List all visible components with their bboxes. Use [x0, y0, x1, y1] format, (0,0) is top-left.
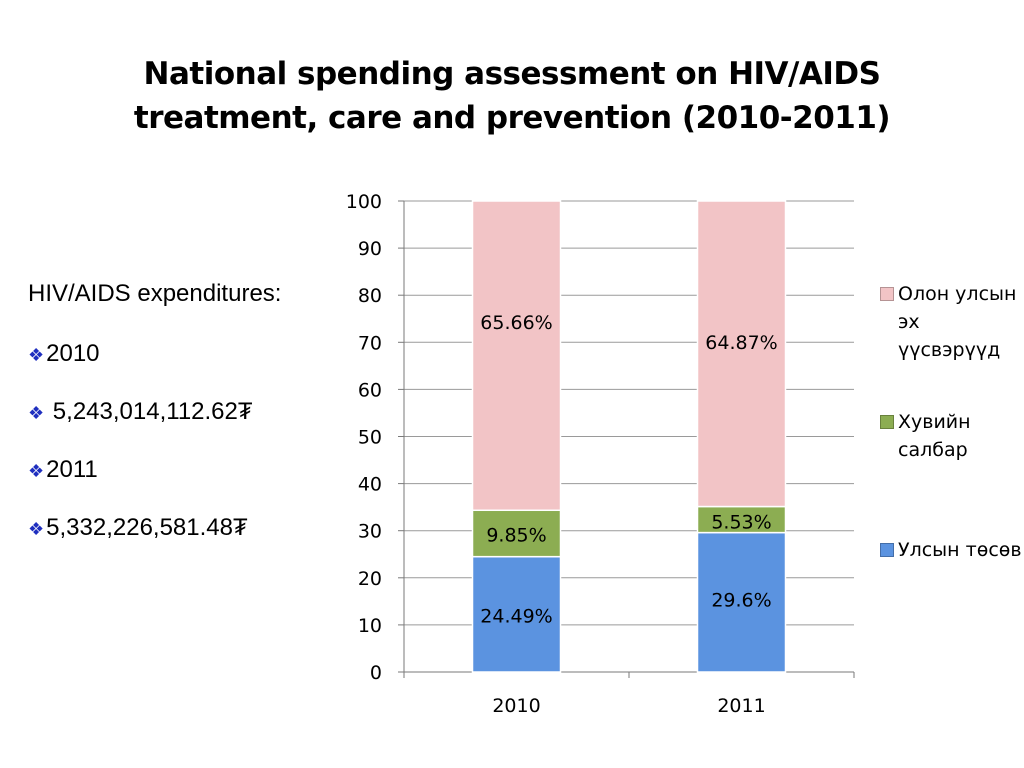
diamond-bullet-icon: ❖ — [28, 519, 45, 539]
y-tick-label: 50 — [358, 427, 382, 449]
bullet-item: ❖2010 — [28, 340, 100, 368]
page-title: National spending assessment on HIV/AIDS… — [0, 52, 1024, 140]
data-label: 9.85% — [486, 524, 546, 546]
bullet-text: 5,243,014,112.62₮ — [46, 398, 253, 425]
y-tick-label: 20 — [358, 568, 382, 590]
y-tick-label: 80 — [358, 285, 382, 307]
bar-segment — [471, 200, 562, 512]
data-label: 5.53% — [711, 512, 771, 534]
x-tick-label: 2011 — [717, 695, 765, 717]
data-label: 29.6% — [711, 590, 771, 612]
y-tick-label: 60 — [358, 379, 382, 401]
data-label: 64.87% — [705, 332, 777, 354]
diamond-bullet-icon: ❖ — [28, 403, 45, 423]
y-tick-label: 30 — [358, 521, 382, 543]
legend-swatch-international — [880, 287, 894, 301]
expenditures-heading: HIV/AIDS expenditures: — [28, 280, 282, 307]
legend-swatch-state-budget — [880, 543, 894, 557]
bar-segment — [471, 509, 562, 558]
y-tick-label: 0 — [370, 662, 382, 684]
y-tick-label: 70 — [358, 332, 382, 354]
bar-segment — [696, 531, 787, 673]
diamond-bullet-icon: ❖ — [28, 345, 45, 365]
diamond-bullet-icon: ❖ — [28, 461, 45, 481]
bullet-text: 2011 — [46, 456, 98, 483]
bar-segment — [696, 505, 787, 534]
data-label: 24.49% — [480, 606, 552, 628]
legend-swatch-private — [880, 415, 894, 429]
x-tick-label: 2010 — [492, 695, 540, 717]
data-label: 65.66% — [480, 312, 552, 334]
bullet-item: ❖ 5,243,014,112.62₮ — [28, 398, 253, 426]
y-tick-label: 90 — [358, 238, 382, 260]
bullet-text: 5,332,226,581.48₮ — [46, 514, 248, 541]
y-tick-label: 100 — [346, 191, 382, 213]
y-tick-label: 10 — [358, 615, 382, 637]
y-tick-label: 40 — [358, 474, 382, 496]
title-line-2: treatment, care and prevention (2010-201… — [133, 100, 891, 136]
bullet-item: ❖2011 — [28, 456, 98, 484]
bar-segment — [696, 200, 787, 508]
bullet-item: ❖5,332,226,581.48₮ — [28, 514, 248, 542]
legend-label-private: Хувийн салбар — [898, 411, 971, 461]
legend-label-state-budget: Улсын төсөв — [898, 539, 1022, 561]
bar-segment — [471, 555, 562, 673]
bullet-text: 2010 — [46, 340, 100, 367]
legend-label-international: Олон улсын эх үүсвэрүүд — [898, 283, 1017, 361]
title-line-1: National spending assessment on HIV/AIDS — [143, 56, 881, 92]
